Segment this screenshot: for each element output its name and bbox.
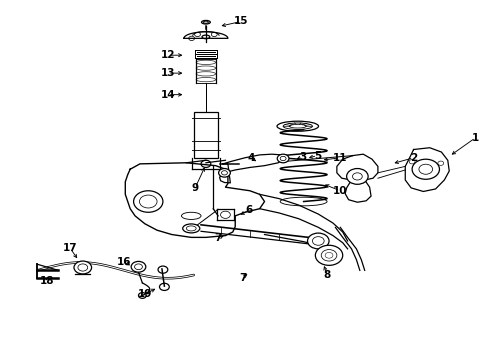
Text: 19: 19 <box>138 289 152 299</box>
Text: 16: 16 <box>117 257 131 267</box>
Circle shape <box>74 261 92 274</box>
Ellipse shape <box>280 197 327 206</box>
Circle shape <box>316 245 343 265</box>
Text: 3: 3 <box>299 152 306 162</box>
Circle shape <box>131 261 146 272</box>
Text: 17: 17 <box>63 243 77 253</box>
Text: 13: 13 <box>161 68 175 78</box>
Ellipse shape <box>277 121 318 131</box>
Text: 11: 11 <box>333 153 347 163</box>
Ellipse shape <box>183 224 200 233</box>
Text: 7: 7 <box>239 273 246 283</box>
Ellipse shape <box>201 21 210 24</box>
Text: 8: 8 <box>323 270 331 280</box>
Text: 4: 4 <box>247 153 254 163</box>
Text: 12: 12 <box>161 50 175 60</box>
Text: 9: 9 <box>192 183 199 193</box>
Text: 15: 15 <box>234 17 248 27</box>
Circle shape <box>412 159 440 179</box>
Text: 1: 1 <box>472 133 479 143</box>
Circle shape <box>277 154 289 163</box>
Circle shape <box>308 233 329 249</box>
Text: 5: 5 <box>314 150 321 161</box>
Text: 14: 14 <box>161 90 175 100</box>
Text: 2: 2 <box>410 153 417 163</box>
Text: 18: 18 <box>40 276 54 286</box>
Circle shape <box>346 168 368 184</box>
Bar <box>194 112 218 158</box>
Ellipse shape <box>181 212 201 220</box>
Circle shape <box>219 168 230 177</box>
Text: 10: 10 <box>333 186 347 196</box>
Text: 6: 6 <box>245 206 252 216</box>
Circle shape <box>134 191 163 212</box>
Text: 7: 7 <box>215 233 222 243</box>
